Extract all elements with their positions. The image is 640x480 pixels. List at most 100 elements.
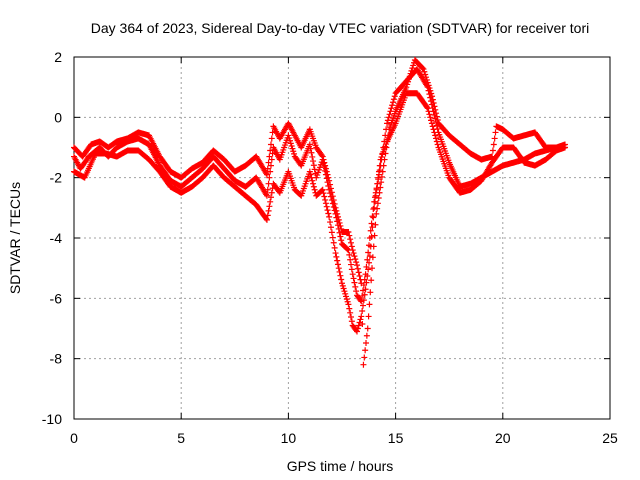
data-point — [330, 197, 337, 204]
data-point — [340, 285, 347, 292]
data-point — [429, 96, 436, 103]
data-point — [335, 216, 342, 223]
data-point — [428, 117, 435, 124]
data-point — [363, 279, 370, 286]
data-point — [430, 100, 437, 107]
data-point — [345, 301, 352, 308]
data-point — [323, 203, 330, 210]
data-point — [390, 96, 397, 103]
data-point — [385, 114, 392, 121]
y-tick-label: -10 — [42, 411, 62, 427]
data-point — [427, 87, 434, 94]
data-point — [357, 276, 364, 283]
data-point — [368, 220, 375, 227]
data-point — [327, 185, 334, 192]
data-point — [354, 325, 361, 332]
data-point — [433, 138, 440, 145]
data-point — [337, 272, 344, 279]
data-point — [332, 250, 339, 257]
data-point — [334, 210, 341, 217]
data-point — [356, 273, 363, 280]
data-point — [355, 269, 362, 276]
data-point — [310, 158, 317, 165]
data-point — [374, 180, 381, 187]
data-point — [319, 186, 326, 193]
data-point — [342, 290, 349, 297]
data-point — [363, 332, 370, 339]
x-tick-label: 20 — [495, 430, 511, 446]
data-point — [349, 271, 356, 278]
data-point — [320, 156, 327, 163]
data-point — [358, 280, 365, 287]
data-point — [307, 171, 314, 178]
y-tick-label: 2 — [54, 49, 62, 65]
data-point — [406, 73, 413, 80]
data-point — [348, 261, 355, 268]
data-point — [375, 174, 382, 181]
data-point — [289, 145, 296, 152]
data-point — [322, 162, 329, 169]
x-tick-label: 5 — [177, 430, 185, 446]
data-point — [369, 265, 376, 272]
data-point — [327, 219, 334, 226]
data-point — [267, 162, 274, 169]
data-point — [308, 149, 315, 156]
data-point — [336, 219, 343, 226]
data-point — [287, 140, 294, 147]
data-point — [326, 177, 333, 184]
data-point — [374, 200, 381, 207]
data-point — [370, 243, 377, 250]
data-point — [369, 254, 376, 261]
data-point — [343, 293, 350, 300]
y-tick-label: -2 — [50, 170, 63, 186]
data-point — [354, 265, 361, 272]
data-point — [434, 141, 441, 148]
data-point — [347, 256, 354, 263]
data-point — [345, 228, 352, 235]
data-point — [360, 297, 367, 304]
data-point — [346, 232, 353, 239]
data-point — [322, 196, 329, 203]
data-point — [376, 189, 383, 196]
data-point — [334, 261, 341, 268]
data-point — [433, 135, 440, 142]
data-point — [384, 120, 391, 127]
data-point — [331, 244, 338, 251]
data-point — [352, 283, 359, 290]
data-point — [367, 289, 374, 296]
data-point — [354, 262, 361, 269]
data-point — [322, 165, 329, 172]
data-point — [359, 320, 366, 327]
data-point — [410, 62, 417, 69]
data-point — [322, 200, 329, 207]
data-point — [490, 141, 497, 148]
data-point — [365, 313, 372, 320]
data-point — [351, 279, 358, 286]
data-point — [361, 354, 368, 361]
data-point — [267, 198, 274, 205]
data-point — [346, 251, 353, 258]
data-point — [308, 174, 315, 181]
data-point — [405, 78, 412, 85]
data-point — [409, 65, 416, 72]
data-point — [372, 221, 379, 228]
data-point — [332, 204, 339, 211]
x-axis-title: GPS time / hours — [287, 458, 394, 474]
data-point — [338, 225, 345, 232]
data-point — [366, 259, 373, 266]
data-point — [428, 120, 435, 127]
x-tick-label: 15 — [388, 430, 404, 446]
data-point — [268, 135, 275, 142]
data-point — [365, 249, 372, 256]
data-point — [419, 65, 426, 72]
data-point — [359, 308, 366, 315]
data-point — [309, 177, 316, 184]
data-point — [310, 183, 317, 190]
data-point — [290, 148, 297, 155]
data-point — [366, 301, 373, 308]
data-point — [405, 76, 412, 83]
data-point — [329, 234, 336, 241]
data-point — [339, 280, 345, 287]
data-point — [350, 275, 357, 282]
data-point — [433, 110, 440, 117]
